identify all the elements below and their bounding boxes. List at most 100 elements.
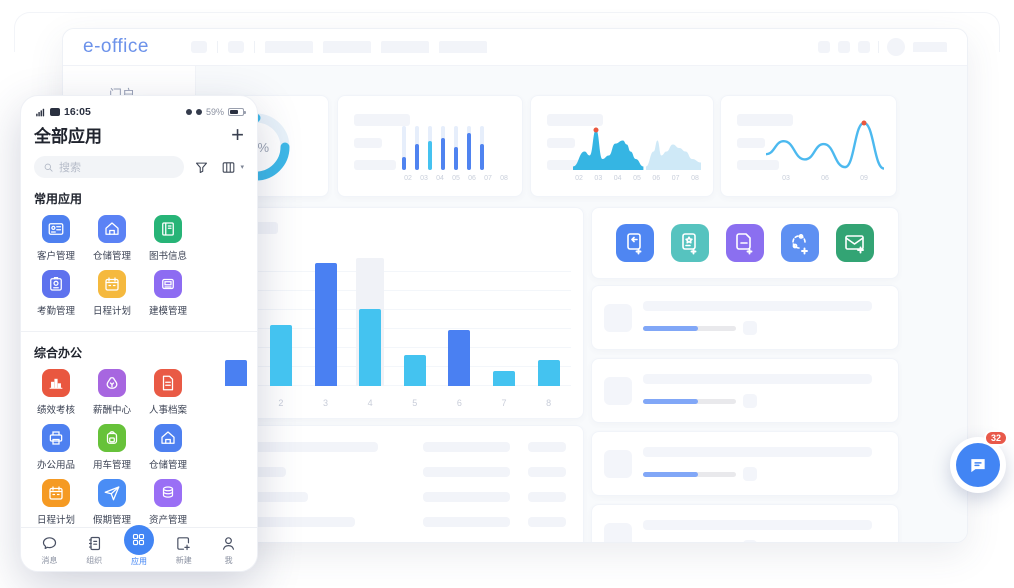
app-label: 用车管理 xyxy=(92,460,131,471)
app-item-bag[interactable]: 用车管理 xyxy=(84,424,140,471)
skeleton-cell xyxy=(528,542,566,543)
peak-marker xyxy=(593,127,599,133)
app-item-house[interactable]: 仓储管理 xyxy=(84,215,140,262)
app-label: 日程计划 xyxy=(36,515,75,526)
app-item-coins[interactable]: 资产管理 xyxy=(140,479,196,526)
list-item-card[interactable] xyxy=(591,358,899,423)
app-item-printer[interactable]: 办公用品 xyxy=(28,424,84,471)
new-cycle-button[interactable] xyxy=(781,224,819,262)
skeleton-username xyxy=(913,42,947,52)
skeleton-title xyxy=(643,520,872,530)
search-icon xyxy=(44,163,53,172)
list-item-card[interactable] xyxy=(591,504,899,542)
mini-bar xyxy=(428,126,432,170)
mini-bar-chart: 02 03 04 05 06 07 08 xyxy=(402,126,510,182)
mini-bar xyxy=(480,126,484,170)
skeleton-cell xyxy=(220,492,308,502)
bluetooth-icon xyxy=(195,109,202,115)
skeleton-chip xyxy=(743,394,757,408)
app-item-money[interactable]: 薪酬中心 xyxy=(84,369,140,416)
new-document-button[interactable] xyxy=(726,224,764,262)
app-label: 考勤管理 xyxy=(36,306,75,317)
bar xyxy=(448,330,471,386)
progress-bar xyxy=(643,326,736,331)
chat-icon xyxy=(970,458,986,473)
skeleton-nav-item xyxy=(264,41,313,53)
skeleton-table-card xyxy=(201,425,584,543)
mini-bar-fill xyxy=(428,141,432,170)
skeleton-title xyxy=(643,447,872,457)
skeleton-title xyxy=(643,301,872,311)
skeleton-chip xyxy=(743,540,757,542)
app-item-calendar[interactable]: 日程计划 xyxy=(84,270,140,317)
app-item-machine[interactable]: 建模管理 xyxy=(140,270,196,317)
bar xyxy=(403,355,426,386)
table-row xyxy=(202,509,583,534)
stat-card-line: 03 06 09 xyxy=(720,95,897,197)
avatar xyxy=(604,523,632,542)
layout-columns-icon[interactable] xyxy=(221,160,236,175)
app-item-plane[interactable]: 假期管理 xyxy=(84,479,140,526)
app-item-chart[interactable]: 绩效考核 xyxy=(28,369,84,416)
tab-newdoc[interactable]: 新建 xyxy=(164,534,204,566)
idcard-icon xyxy=(42,215,70,243)
app-item-doc[interactable]: 人事档案 xyxy=(140,369,196,416)
skeleton-cell xyxy=(528,467,566,477)
list-item-card[interactable] xyxy=(591,285,899,350)
avatar xyxy=(604,377,632,405)
skeleton-icon xyxy=(227,41,244,53)
new-approval-button[interactable] xyxy=(671,224,709,262)
app-item-book[interactable]: 图书信息 xyxy=(140,215,196,262)
app-item-house[interactable]: 仓储管理 xyxy=(140,424,196,471)
main-bar-chart-card: 12345678 xyxy=(201,207,584,419)
app-item-badge[interactable]: 考勤管理 xyxy=(28,270,84,317)
mini-bar xyxy=(467,126,471,170)
tab-org[interactable]: 组织 xyxy=(74,534,114,566)
machine-icon xyxy=(154,270,182,298)
tab-label: 组织 xyxy=(86,555,103,565)
app-item-calendar[interactable]: 日程计划 xyxy=(28,479,84,526)
skeleton-icon xyxy=(190,41,207,53)
tab-grid[interactable]: 应用 xyxy=(119,524,159,567)
tab-label: 消息 xyxy=(41,555,58,565)
mini-bar xyxy=(454,126,458,170)
app-sections: 常用应用 客户管理 仓储管理 图书信息 考勤管理 日程计划 建模管理 综合办公 绩效考核 薪酬中心… xyxy=(21,178,257,571)
app-grid: 客户管理 仓储管理 图书信息考勤管理 日程计划 建模管理 xyxy=(21,209,257,325)
skeleton-cell xyxy=(423,517,510,527)
chevron-down-icon[interactable]: ▾ xyxy=(240,164,244,171)
search-input[interactable]: 搜索 xyxy=(34,156,184,178)
mini-bar-labels: 02 03 04 05 06 07 08 xyxy=(404,175,508,182)
mini-bar-fill xyxy=(441,138,445,170)
e-office-logo: e-office xyxy=(83,36,149,57)
tab-user[interactable]: 我 xyxy=(209,534,249,566)
battery-percent: 59% xyxy=(205,107,224,117)
bar xyxy=(225,360,248,386)
tab-chat[interactable]: 消息 xyxy=(29,534,69,566)
tab-label: 新建 xyxy=(175,555,192,565)
header-nav-skeleton xyxy=(190,41,487,53)
app-label: 日程计划 xyxy=(92,306,131,317)
user-icon xyxy=(219,534,239,554)
bar-slot xyxy=(402,256,428,386)
new-mail-button[interactable] xyxy=(836,224,874,262)
new-flow-button[interactable] xyxy=(616,224,654,262)
quick-actions xyxy=(591,207,899,279)
area-chart: 02 03 04 05 06 07 08 xyxy=(573,126,701,182)
bar-slot xyxy=(491,256,517,386)
skeleton-cell xyxy=(423,442,510,452)
status-time: 16:05 xyxy=(64,106,91,118)
coins-icon xyxy=(154,479,182,507)
app-label: 绩效考核 xyxy=(36,405,75,416)
skeleton-title xyxy=(643,374,872,384)
mini-bar-fill xyxy=(415,143,419,170)
skeleton-cell xyxy=(528,442,566,452)
plane-icon xyxy=(98,479,126,507)
skeleton-cell xyxy=(423,492,510,502)
chat-fab-button[interactable] xyxy=(956,443,1000,487)
calendar-icon xyxy=(42,479,70,507)
app-item-idcard[interactable]: 客户管理 xyxy=(28,215,84,262)
add-button[interactable]: + xyxy=(231,121,244,147)
filter-icon[interactable] xyxy=(194,160,209,175)
list-item-card[interactable] xyxy=(591,431,899,496)
mini-bar xyxy=(415,126,419,170)
